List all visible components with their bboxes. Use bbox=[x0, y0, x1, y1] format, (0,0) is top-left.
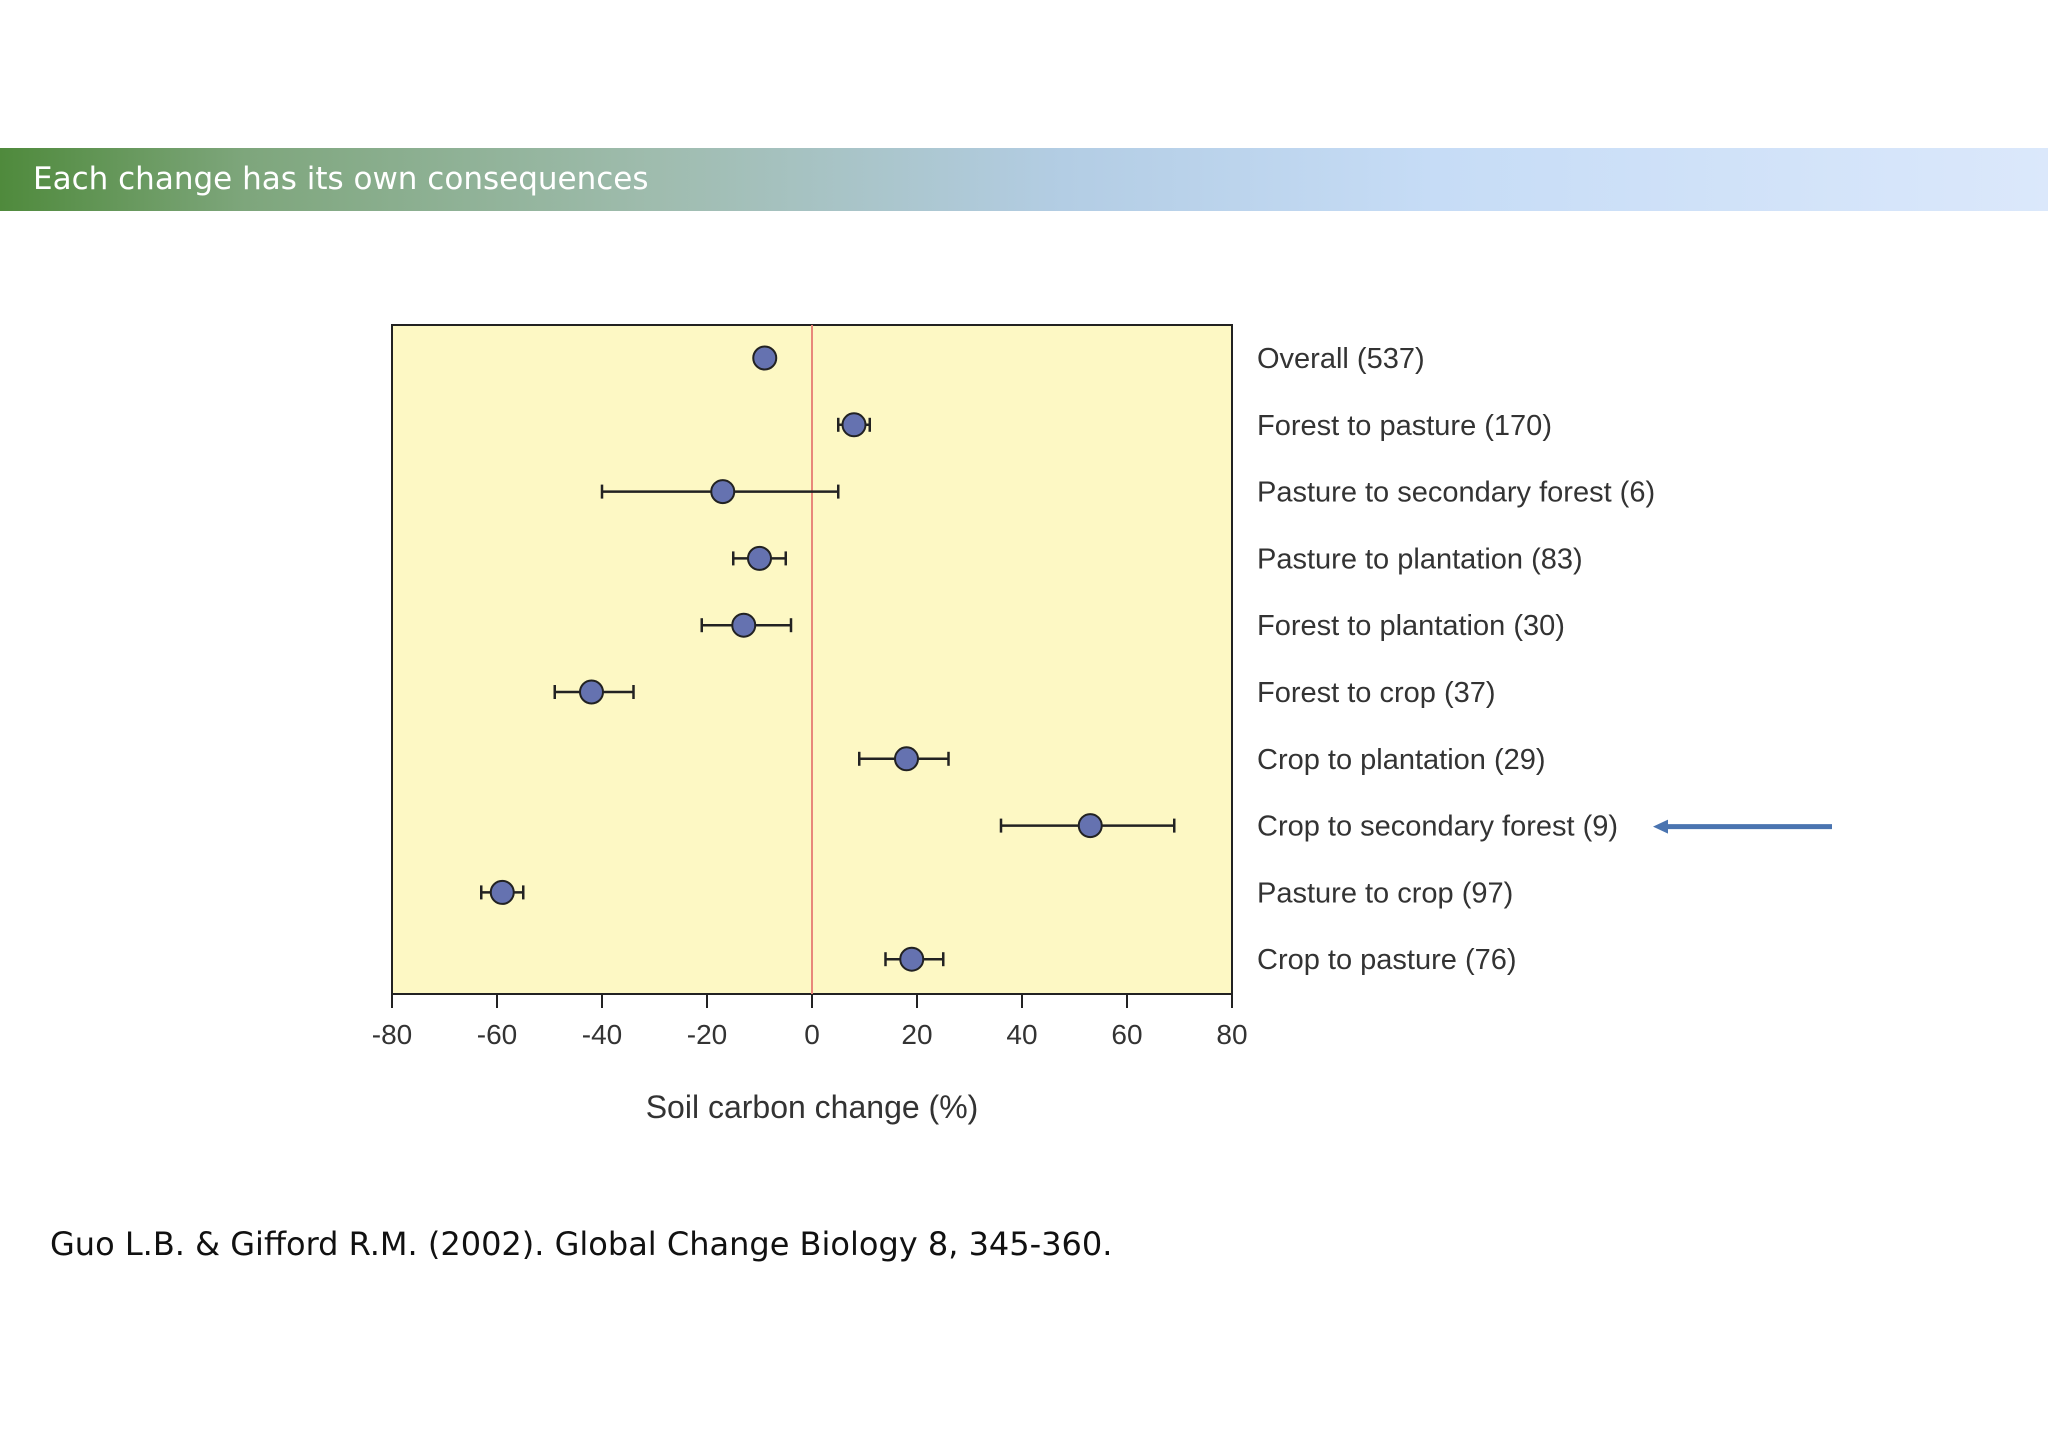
data-point bbox=[579, 679, 604, 705]
arrow-head bbox=[1653, 819, 1668, 834]
x-tick-label: 80 bbox=[1216, 1019, 1247, 1050]
slide-title: Each change has its own consequences bbox=[33, 161, 649, 197]
data-point bbox=[731, 612, 757, 638]
x-axis: -80 -60 -40 -20 0 20 40 60 80 bbox=[372, 994, 1248, 1050]
data-point bbox=[841, 412, 867, 438]
category-label: Forest to plantation (30) bbox=[1257, 610, 1565, 642]
citation: Guo L.B. & Gifford R.M. (2002). Global C… bbox=[50, 1225, 1113, 1263]
x-tick-label: -80 bbox=[372, 1019, 412, 1050]
category-label: Pasture to crop (97) bbox=[1257, 877, 1513, 909]
x-axis-title: Soil carbon change (%) bbox=[646, 1089, 979, 1125]
x-tick-label: 60 bbox=[1111, 1019, 1142, 1050]
data-point bbox=[710, 479, 736, 505]
x-tick-label: -40 bbox=[582, 1019, 622, 1050]
header-band: Each change has its own consequences bbox=[0, 148, 2048, 211]
x-tick-label: 0 bbox=[804, 1019, 820, 1050]
data-point bbox=[894, 746, 919, 772]
category-label: Crop to secondary forest (9) bbox=[1257, 811, 1618, 843]
data-point bbox=[489, 879, 515, 905]
x-tick-label: -60 bbox=[477, 1019, 517, 1050]
highlight-arrow-icon bbox=[1653, 819, 1832, 834]
category-label: Pasture to secondary forest (6) bbox=[1257, 477, 1655, 509]
category-label: Forest to pasture (170) bbox=[1257, 410, 1552, 442]
x-tick-label: -20 bbox=[687, 1019, 727, 1050]
x-tick-label: 20 bbox=[901, 1019, 932, 1050]
data-point bbox=[747, 545, 772, 571]
data-point bbox=[1077, 813, 1103, 839]
category-label: Crop to pasture (76) bbox=[1257, 944, 1517, 976]
category-labels: Overall (537) Forest to pasture (170) Past… bbox=[1257, 343, 1655, 976]
markers-group bbox=[489, 345, 1103, 972]
x-tick-label: 40 bbox=[1006, 1019, 1037, 1050]
data-point bbox=[752, 345, 778, 371]
category-label: Pasture to plantation (83) bbox=[1257, 543, 1583, 575]
data-point bbox=[899, 946, 925, 972]
category-label: Crop to plantation (29) bbox=[1257, 744, 1546, 776]
category-label: Forest to crop (37) bbox=[1257, 677, 1496, 709]
category-label: Overall (537) bbox=[1257, 343, 1425, 375]
